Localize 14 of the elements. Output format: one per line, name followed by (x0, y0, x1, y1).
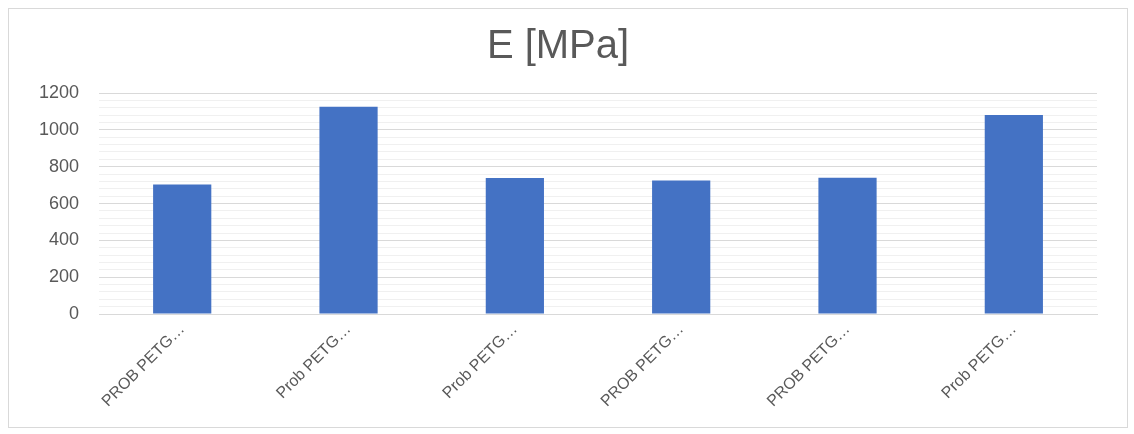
bar (818, 177, 877, 314)
chart-title: E [MPa] (486, 22, 630, 67)
y-tick-label: 1200 (39, 81, 80, 102)
bar (652, 180, 711, 314)
y-tick-label: 400 (49, 229, 80, 250)
y-tick-label: 1000 (39, 118, 80, 139)
y-tick-label: 0 (69, 303, 80, 324)
bar (984, 115, 1043, 314)
y-tick-label: 600 (49, 192, 80, 213)
bar (153, 184, 212, 314)
bar (319, 106, 378, 314)
bar (485, 178, 544, 314)
y-tick-label: 200 (49, 266, 80, 287)
y-tick-label: 800 (49, 155, 80, 176)
